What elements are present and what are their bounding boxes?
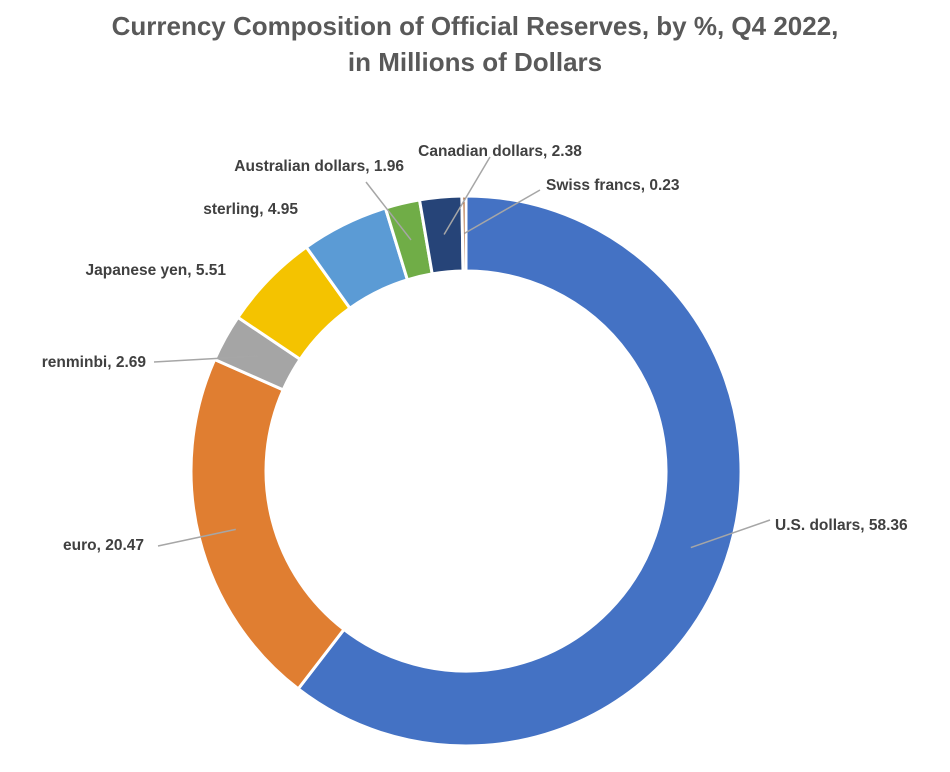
slice-u-s-dollars — [296, 194, 743, 748]
donut-slices — [189, 194, 743, 748]
data-label-japanese-yen: Japanese yen, 5.51 — [86, 262, 227, 279]
leader-line-u-s-dollars — [690, 519, 771, 549]
data-label-sterling: sterling, 4.95 — [203, 201, 298, 218]
leader-line-canadian-dollars — [443, 156, 491, 235]
slice-euro — [189, 357, 347, 691]
data-label-canadian-dollars: Canadian dollars, 2.38 — [418, 143, 582, 160]
chart-title-line-1: Currency Composition of Official Reserve… — [111, 11, 839, 41]
chart-title: Currency Composition of Official Reserve… — [0, 8, 950, 80]
data-label-renminbi: renminbi, 2.69 — [42, 354, 147, 371]
data-label-australian-dollars: Australian dollars, 1.96 — [234, 158, 404, 175]
chart-title-line-2: in Millions of Dollars — [347, 47, 603, 77]
leader-line-renminbi — [153, 355, 259, 363]
leader-line-swiss-francs — [463, 189, 541, 235]
data-label-swiss-francs: Swiss francs, 0.23 — [546, 177, 680, 194]
slice-swiss-francs — [460, 194, 468, 273]
leader-line-australian-dollars — [365, 181, 412, 241]
data-labels: U.S. dollars, 58.36 euro, 20.47 renminbi, … — [42, 143, 908, 554]
data-label-u-s-dollars: U.S. dollars, 58.36 — [775, 517, 908, 534]
data-label-euro: euro, 20.47 — [63, 537, 144, 554]
leader-line-euro — [157, 528, 236, 547]
leader-lines — [153, 156, 771, 549]
